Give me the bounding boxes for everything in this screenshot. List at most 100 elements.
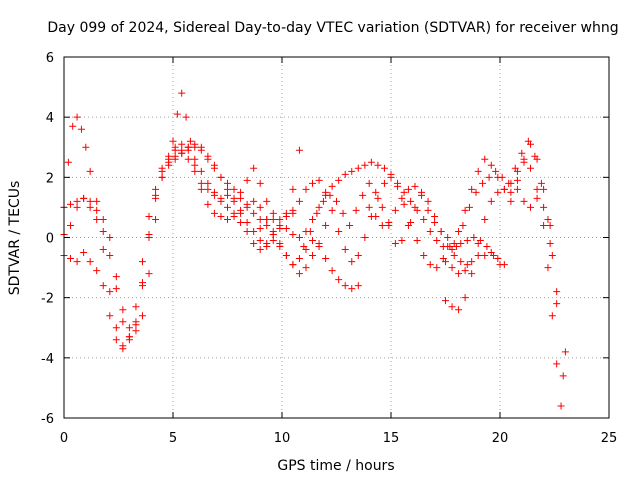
- data-point: [67, 221, 75, 229]
- data-point: [372, 212, 380, 220]
- data-point: [197, 167, 205, 175]
- data-point: [328, 182, 336, 190]
- data-point: [243, 176, 251, 184]
- data-point: [302, 185, 310, 193]
- data-point: [341, 246, 349, 254]
- data-point: [263, 221, 271, 229]
- data-point: [553, 288, 561, 296]
- data-point: [455, 306, 463, 314]
- data-point: [256, 224, 264, 232]
- data-point: [540, 185, 548, 193]
- data-point: [73, 258, 81, 266]
- data-point: [158, 173, 166, 181]
- data-point: [420, 252, 428, 260]
- data-point: [359, 191, 367, 199]
- data-point: [481, 252, 489, 260]
- data-point: [361, 234, 369, 241]
- series-track-6: [256, 158, 447, 251]
- data-point: [518, 149, 526, 157]
- data-point: [276, 215, 284, 223]
- series-track-7: [289, 173, 454, 272]
- data-point: [352, 206, 360, 214]
- data-point: [237, 188, 245, 196]
- data-point: [448, 303, 456, 311]
- chart-title: Day 099 of 2024, Sidereal Day-to-day VTE…: [47, 20, 618, 36]
- data-point: [295, 255, 303, 263]
- data-point: [494, 255, 502, 263]
- data-point: [468, 270, 476, 278]
- data-point: [404, 185, 412, 193]
- data-point: [322, 255, 330, 263]
- data-point: [374, 194, 382, 202]
- data-point: [152, 194, 160, 202]
- data-point: [424, 197, 432, 205]
- data-point: [282, 252, 290, 260]
- data-point: [537, 179, 545, 187]
- data-point: [132, 303, 140, 311]
- data-point: [315, 203, 323, 211]
- data-point: [69, 122, 77, 130]
- data-point: [86, 258, 94, 266]
- data-point: [99, 282, 107, 290]
- data-point: [302, 264, 310, 272]
- data-point: [289, 209, 297, 217]
- x-tick-label: 5: [169, 431, 177, 446]
- data-point: [378, 221, 386, 229]
- data-point: [346, 221, 354, 229]
- data-point: [348, 285, 356, 293]
- data-point: [341, 170, 349, 178]
- data-point: [204, 185, 212, 193]
- data-point: [544, 215, 552, 223]
- data-point: [394, 182, 402, 190]
- data-point: [500, 261, 508, 269]
- data-point: [250, 197, 258, 205]
- data-point: [99, 215, 107, 223]
- data-point: [230, 212, 238, 220]
- data-point: [553, 360, 561, 368]
- data-point: [132, 321, 140, 329]
- data-point: [444, 234, 452, 241]
- data-point: [230, 185, 238, 193]
- data-point: [494, 173, 502, 181]
- data-point: [372, 188, 380, 196]
- data-point: [197, 179, 205, 187]
- data-point: [391, 206, 399, 214]
- data-point: [67, 200, 75, 208]
- data-point: [354, 282, 362, 290]
- data-point: [295, 270, 303, 278]
- data-point: [93, 215, 101, 223]
- data-point: [165, 161, 173, 169]
- data-point: [217, 173, 225, 181]
- data-point: [178, 149, 186, 157]
- data-point: [204, 152, 212, 160]
- data-point: [224, 215, 231, 223]
- data-point: [73, 203, 81, 211]
- data-point: [138, 279, 146, 287]
- data-point: [125, 333, 133, 341]
- x-tick-label: 15: [383, 431, 400, 446]
- data-point: [457, 258, 465, 266]
- data-point: [431, 218, 439, 226]
- data-point: [237, 206, 245, 214]
- data-point: [465, 203, 473, 211]
- y-tick-label: 0: [46, 232, 54, 247]
- y-tick-label: 4: [46, 111, 54, 126]
- data-point: [197, 143, 205, 151]
- data-point: [328, 267, 336, 275]
- data-point: [335, 276, 343, 284]
- series-track-12: [442, 140, 554, 266]
- grid-layer: [64, 57, 609, 418]
- data-point: [269, 227, 277, 235]
- data-point: [474, 252, 482, 260]
- data-point: [191, 140, 199, 148]
- data-point: [224, 179, 231, 187]
- data-point: [481, 155, 489, 163]
- data-point: [152, 215, 160, 223]
- data-point: [365, 203, 373, 211]
- data-point: [282, 212, 290, 220]
- data-point: [367, 158, 375, 166]
- data-point: [80, 249, 88, 257]
- data-point: [487, 249, 495, 257]
- data-point: [289, 261, 297, 269]
- data-point: [217, 212, 225, 220]
